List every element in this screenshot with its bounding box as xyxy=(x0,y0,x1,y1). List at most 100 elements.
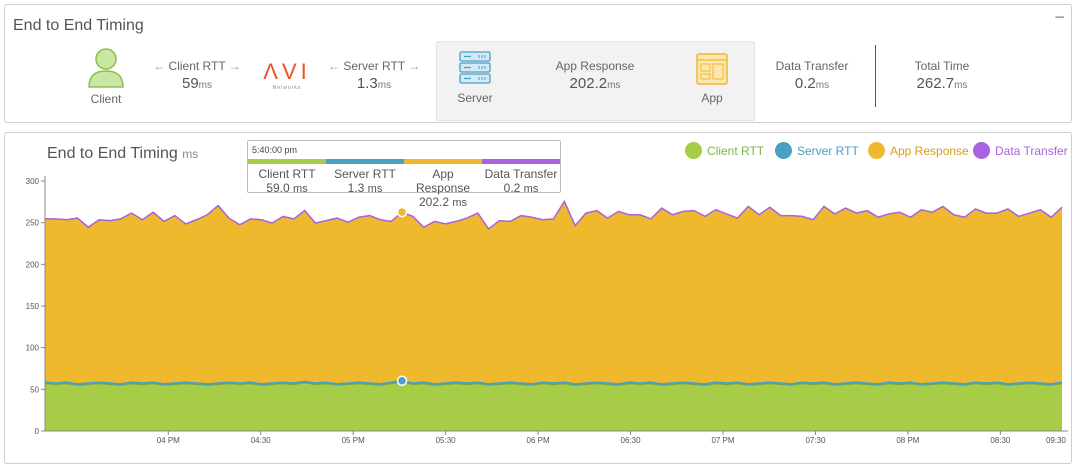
legend-client-rtt-label: Client RTT xyxy=(707,143,765,158)
x-axis-tick-label: 04:30 xyxy=(251,436,272,445)
legend-server-rtt-swatch xyxy=(775,142,792,159)
arrow-left-icon: ← xyxy=(153,59,166,73)
tooltip-item-value: 202.2 xyxy=(418,195,449,209)
y-axis-tick-label: 300 xyxy=(26,177,40,186)
line-data-transfer xyxy=(45,199,1063,230)
tooltip-item-client-rtt: Client RTT 59.0 ms xyxy=(248,164,326,210)
tooltip-item-unit: ms xyxy=(523,183,539,195)
x-axis-tick-label: 05:30 xyxy=(436,436,457,445)
legend-client-rtt-swatch xyxy=(685,142,702,159)
tooltip-item-label: App Response xyxy=(415,167,471,195)
data-transfer-unit: ms xyxy=(815,80,830,91)
line-server-rtt xyxy=(44,379,1063,386)
app-response-label: App Response xyxy=(555,59,635,73)
legend-data-transfer-label: Data Transfer xyxy=(995,143,1068,158)
y-axis-tick-label: 150 xyxy=(26,302,40,311)
tooltip-item-value: 1.3 xyxy=(347,181,365,195)
app-node: App xyxy=(689,52,735,105)
legend-data-transfer-swatch xyxy=(973,142,990,159)
tooltip-item-unit: ms xyxy=(452,197,468,209)
tooltip-item-value: 0.2 xyxy=(503,181,521,195)
client-user-icon xyxy=(88,48,124,88)
collapse-button[interactable]: − xyxy=(1054,7,1065,27)
area-app-response[interactable] xyxy=(45,201,1062,385)
app-label: App xyxy=(701,91,723,105)
total-time-metric: Total Time 262.7ms xyxy=(897,59,987,92)
y-axis-tick-label: 0 xyxy=(35,427,40,436)
tooltip-band-server-rtt xyxy=(326,159,404,164)
x-axis-tick-label: 06 PM xyxy=(527,436,550,445)
y-axis-tick-label: 200 xyxy=(26,260,40,269)
arrow-right-icon: → xyxy=(228,59,241,73)
end-to-end-chart-panel: 0 50 100 150 200 250 300 04 PM 04:30 05 PM 05:30 06… xyxy=(4,132,1072,464)
legend-app-response-swatch xyxy=(868,142,885,159)
y-axis-tick-label: 250 xyxy=(26,219,40,228)
tooltip-item-label: Data Transfer xyxy=(484,167,558,181)
avi-logo-text: ΛVI xyxy=(263,59,311,84)
arrow-right-icon: → xyxy=(408,59,421,73)
tooltip-band-app-response xyxy=(404,159,482,164)
tooltip-item-data-transfer: Data Transfer 0.2 ms xyxy=(482,164,560,210)
legend-server-rtt[interactable]: Server RTT xyxy=(775,142,859,159)
client-node: Client xyxy=(83,47,129,106)
server-rtt-metric: ← Server RTT → 1.3ms xyxy=(328,59,420,92)
x-axis-tick-label: 08 PM xyxy=(896,436,919,445)
client-label: Client xyxy=(90,92,122,106)
tooltip-item-server-rtt: Server RTT 1.3 ms xyxy=(326,164,404,210)
tooltip-band-data-transfer xyxy=(482,159,560,164)
legend-data-transfer[interactable]: Data Transfer xyxy=(973,142,1068,159)
y-axis-tick-label: 50 xyxy=(30,385,39,394)
avi-logo-subtext: Networks xyxy=(272,85,302,91)
client-rtt-value: 59 xyxy=(181,75,199,92)
legend-client-rtt[interactable]: Client RTT xyxy=(685,142,764,159)
x-axis-tick-label: 09:30 xyxy=(1046,436,1067,445)
summary-divider xyxy=(875,45,876,107)
tooltip-item-app-response: App Response 202.2 ms xyxy=(404,164,482,210)
tooltip-item-unit: ms xyxy=(367,183,383,195)
chart-title-unit: ms xyxy=(182,147,199,161)
tooltip-item-unit: ms xyxy=(293,183,308,195)
end-to-end-summary-panel: End to End Timing − Client ← Client RTT … xyxy=(4,4,1072,123)
tooltip-item-label: Client RTT xyxy=(258,167,316,181)
app-window-icon xyxy=(696,53,728,85)
chart-tooltip: 5:40:00 pm Client RTT 59.0 ms Server RTT… xyxy=(247,140,561,209)
y-axis-tick-label: 100 xyxy=(26,344,40,353)
client-rtt-unit: ms xyxy=(198,80,213,91)
end-to-end-timing-chart[interactable]: 0 50 100 150 200 250 300 04 PM 04:30 05 PM 05:30 06… xyxy=(5,133,1071,463)
tooltip-time: 5:40:00 pm xyxy=(252,145,298,155)
x-axis-tick-label: 08:30 xyxy=(990,436,1011,445)
legend-app-response-label: App Response xyxy=(890,143,969,158)
tooltip-band-client-rtt xyxy=(248,159,326,164)
server-rtt-value: 1.3 xyxy=(356,75,378,92)
area-client-rtt[interactable] xyxy=(45,381,1062,431)
x-axis-tick-label: 04 PM xyxy=(157,436,180,445)
app-response-unit: ms xyxy=(607,80,621,91)
server-rtt-unit: ms xyxy=(377,80,392,91)
tooltip-item-label: Server RTT xyxy=(334,167,396,181)
arrow-left-icon: ← xyxy=(328,59,340,73)
chart-title: End to End Timing ms xyxy=(47,145,198,163)
x-axis-tick-label: 07:30 xyxy=(805,436,826,445)
data-transfer-value: 0.2 xyxy=(794,75,816,92)
client-rtt-metric: ← Client RTT → 59ms xyxy=(150,59,244,92)
legend-app-response[interactable]: App Response xyxy=(868,142,969,159)
total-time-unit: ms xyxy=(954,80,968,91)
legend-server-rtt-label: Server RTT xyxy=(797,143,859,158)
x-axis-tick-label: 06:30 xyxy=(621,436,642,445)
x-axis-tick-label: 05 PM xyxy=(342,436,365,445)
data-transfer-metric: Data Transfer 0.2ms xyxy=(767,59,857,92)
total-time-label: Total Time xyxy=(914,59,970,73)
highlight-point-app-response xyxy=(396,206,408,218)
server-node: Server xyxy=(450,50,500,105)
app-response-metric: App Response 202.2ms xyxy=(540,59,650,92)
chart-title-text: End to End Timing xyxy=(47,145,178,162)
client-rtt-label: Client RTT xyxy=(168,59,226,73)
tooltip-item-value: 59.0 xyxy=(266,181,290,195)
total-time-value: 262.7 xyxy=(916,75,955,92)
data-transfer-label: Data Transfer xyxy=(775,59,849,73)
app-response-value: 202.2 xyxy=(569,75,608,92)
line-client-rtt xyxy=(44,381,1063,386)
highlight-point-server-rtt xyxy=(396,375,408,386)
server-rtt-label: Server RTT xyxy=(343,59,405,73)
avi-networks-logo: ΛVI Networks xyxy=(257,59,317,91)
